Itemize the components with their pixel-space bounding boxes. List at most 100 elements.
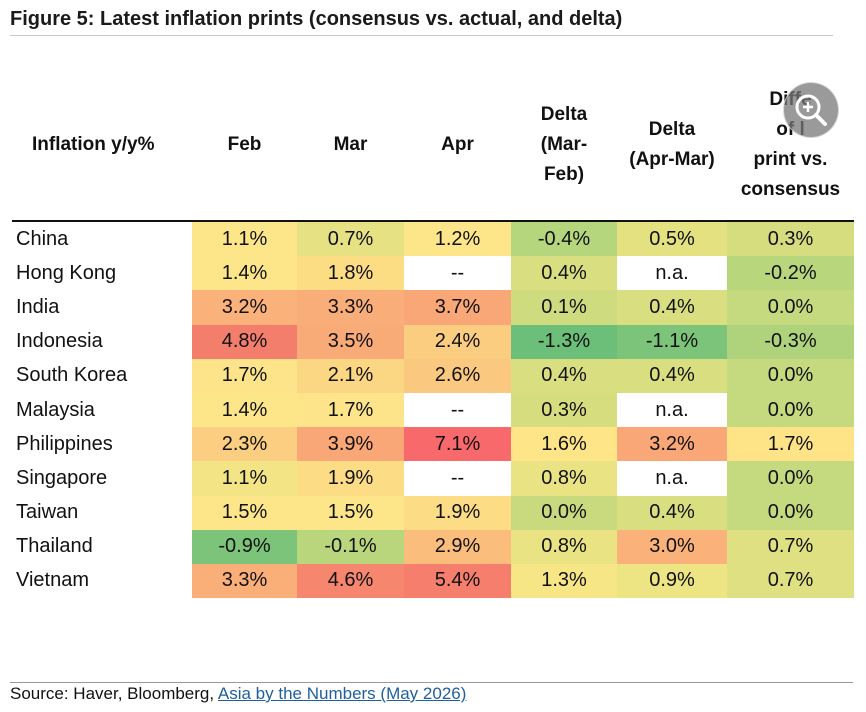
value-cell: 7.1% bbox=[404, 427, 511, 462]
value-cell: -- bbox=[404, 461, 511, 496]
value-cell: n.a. bbox=[617, 461, 727, 496]
figure-title: Figure 5: Latest inflation prints (conse… bbox=[10, 8, 623, 30]
value-cell: 3.2% bbox=[617, 427, 727, 462]
value-cell: 0.7% bbox=[297, 221, 404, 257]
country-name: China bbox=[16, 227, 69, 250]
column-header: Apr bbox=[404, 70, 511, 221]
value-cell: 1.9% bbox=[297, 461, 404, 496]
country-name: Thailand bbox=[16, 535, 93, 558]
value-cell: 0.4% bbox=[511, 358, 617, 393]
title-divider bbox=[10, 35, 833, 36]
country-name: Taiwan bbox=[16, 501, 79, 524]
value-cell: 1.8% bbox=[297, 256, 404, 291]
zoom-in-icon bbox=[795, 94, 827, 126]
value-cell: 0.0% bbox=[511, 495, 617, 530]
country-name: Hong Kong bbox=[16, 261, 117, 284]
value-cell: 2.4% bbox=[404, 324, 511, 359]
value-cell: -1.1% bbox=[617, 324, 727, 359]
value-cell: n.a. bbox=[617, 392, 727, 428]
table-row: Thailand -0.9% -0.1% 2.9% 0.8% 3.0% 0.7% bbox=[12, 529, 854, 564]
value-cell: 1.2% bbox=[404, 221, 511, 257]
column-header: Diffeof lprint vs.consensus bbox=[727, 70, 854, 221]
column-header-line: Feb) bbox=[543, 164, 585, 185]
table-row: Singapore 1.1% 1.9% -- 0.8% n.a. 0.0% bbox=[12, 461, 854, 496]
value-cell: 0.4% bbox=[511, 256, 617, 291]
value-cell: -0.2% bbox=[727, 256, 854, 291]
value-cell: n.a. bbox=[617, 256, 727, 291]
table-row: Hong Kong 1.4% 1.8% -- 0.4% n.a. -0.2% bbox=[12, 256, 854, 291]
value-cell: 0.0% bbox=[727, 392, 854, 428]
value-cell: 4.6% bbox=[297, 563, 404, 599]
value-cell: 1.7% bbox=[192, 358, 297, 393]
value-cell: 1.3% bbox=[511, 563, 617, 599]
value-cell: 0.3% bbox=[511, 392, 617, 428]
column-header-line: (Apr-Mar) bbox=[629, 149, 715, 170]
value-cell: 3.3% bbox=[192, 563, 297, 599]
column-header: Mar bbox=[297, 70, 404, 221]
value-cell: 0.3% bbox=[727, 221, 854, 257]
value-cell: -0.4% bbox=[511, 221, 617, 257]
country-name: Malaysia bbox=[16, 398, 95, 421]
country-name: Philippines bbox=[16, 432, 113, 455]
country-name: Singapore bbox=[16, 466, 108, 489]
value-cell: 3.7% bbox=[404, 290, 511, 325]
value-cell: 0.4% bbox=[617, 290, 727, 325]
table-row: Malaysia 1.4% 1.7% -- 0.3% n.a. 0.0% bbox=[12, 392, 854, 428]
value-cell: 3.2% bbox=[192, 290, 297, 325]
table-row: Vietnam 3.3% 4.6% 5.4% 1.3% 0.9% 0.7% bbox=[12, 563, 854, 599]
value-cell: 5.4% bbox=[404, 563, 511, 599]
value-cell: -0.9% bbox=[192, 529, 297, 564]
country-name: Indonesia bbox=[16, 330, 103, 353]
column-header: Delta (Apr-Mar) bbox=[617, 70, 727, 221]
value-cell: 3.0% bbox=[617, 529, 727, 564]
value-cell: 0.7% bbox=[727, 563, 854, 599]
value-cell: 0.0% bbox=[727, 358, 854, 393]
value-cell: 2.1% bbox=[297, 358, 404, 393]
value-cell: 0.4% bbox=[617, 495, 727, 530]
value-cell: 1.5% bbox=[192, 495, 297, 530]
value-cell: 0.0% bbox=[727, 495, 854, 530]
table-row: China 1.1% 0.7% 1.2% -0.4% 0.5% 0.3% bbox=[12, 221, 854, 257]
value-cell: 2.9% bbox=[404, 529, 511, 564]
value-cell: -0.3% bbox=[727, 324, 854, 359]
source-divider bbox=[10, 682, 853, 683]
column-header-line: Delta bbox=[540, 104, 588, 125]
value-cell: 3.9% bbox=[297, 427, 404, 462]
source-text: Source: Haver, Bloomberg, bbox=[10, 684, 218, 703]
column-header-line: Delta bbox=[648, 119, 696, 140]
table-row: Philippines 2.3% 3.9% 7.1% 1.6% 3.2% 1.7% bbox=[12, 427, 854, 462]
value-cell: 1.6% bbox=[511, 427, 617, 462]
value-cell: 2.6% bbox=[404, 358, 511, 393]
value-cell: 0.0% bbox=[727, 290, 854, 325]
value-cell: 1.5% bbox=[297, 495, 404, 530]
column-header-line: Mar bbox=[333, 134, 368, 155]
zoom-button[interactable] bbox=[783, 82, 839, 138]
column-header-line: (Mar- bbox=[540, 134, 588, 155]
column-header-line: Apr bbox=[441, 134, 474, 155]
column-header-line: consensus bbox=[740, 179, 841, 200]
value-cell: 1.4% bbox=[192, 392, 297, 428]
value-cell: 0.0% bbox=[727, 461, 854, 496]
inflation-table: Inflation y/y% Feb Mar Apr Delta (Mar- Feb… bbox=[12, 70, 854, 599]
table-row: Taiwan 1.5% 1.5% 1.9% 0.0% 0.4% 0.0% bbox=[12, 495, 854, 530]
value-cell: 0.8% bbox=[511, 461, 617, 496]
value-cell: 3.5% bbox=[297, 324, 404, 359]
country-name: India bbox=[16, 295, 60, 318]
value-cell: -1.3% bbox=[511, 324, 617, 359]
value-cell: 0.1% bbox=[511, 290, 617, 325]
value-cell: -0.1% bbox=[297, 529, 404, 564]
value-cell: -- bbox=[404, 256, 511, 291]
column-header-line: print vs. bbox=[753, 149, 828, 170]
value-cell: 0.9% bbox=[617, 563, 727, 599]
country-name: Vietnam bbox=[16, 569, 90, 592]
value-cell: 1.4% bbox=[192, 256, 297, 291]
value-cell: -- bbox=[404, 392, 511, 428]
value-cell: 1.7% bbox=[297, 392, 404, 428]
value-cell: 1.9% bbox=[404, 495, 511, 530]
value-cell: 0.4% bbox=[617, 358, 727, 393]
table-row: South Korea 1.7% 2.1% 2.6% 0.4% 0.4% 0.0% bbox=[12, 358, 854, 393]
source-link[interactable]: Asia by the Numbers (May 2026) bbox=[217, 684, 467, 703]
table-row: Indonesia 4.8% 3.5% 2.4% -1.3% -1.1% -0.3% bbox=[12, 324, 854, 359]
value-cell: 1.1% bbox=[192, 221, 297, 257]
value-cell: 0.8% bbox=[511, 529, 617, 564]
